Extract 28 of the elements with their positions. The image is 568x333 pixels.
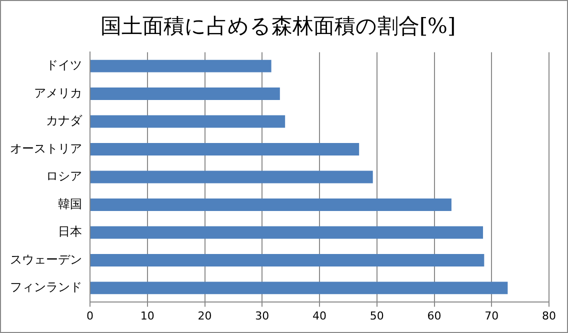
bar	[90, 282, 508, 294]
x-tick-label: 30	[255, 309, 270, 322]
bar	[90, 143, 360, 156]
bar	[90, 60, 272, 72]
y-tick-label: アメリカ	[34, 86, 82, 100]
y-tick-label: フィンランド	[10, 280, 82, 294]
x-tick-label: 10	[140, 309, 154, 322]
bar	[90, 170, 373, 184]
x-tick-label: 50	[370, 309, 384, 322]
y-tick-label: カナダ	[46, 114, 83, 128]
y-tick-label: ドイツ	[46, 58, 82, 72]
y-tick-label: 日本	[58, 224, 82, 239]
bar	[90, 198, 452, 211]
x-tick-label: 80	[542, 309, 556, 322]
y-tick-label: オーストリア	[10, 141, 82, 156]
bar	[90, 226, 484, 239]
x-tick-label: 20	[198, 309, 212, 322]
y-tick-label: 韓国	[58, 196, 82, 211]
bar	[90, 88, 280, 100]
x-tick-label: 40	[312, 309, 326, 322]
y-tick-label: スウェーデン	[10, 252, 82, 266]
chart-title: 国土面積に占める森林面積の割合[%]	[100, 14, 456, 38]
x-tick-label: 70	[484, 309, 499, 322]
bar	[90, 115, 286, 128]
x-tick-label: 0	[86, 309, 94, 322]
bar	[90, 254, 484, 266]
y-tick-label: ロシア	[46, 169, 82, 184]
x-tick-label: 60	[427, 309, 442, 322]
